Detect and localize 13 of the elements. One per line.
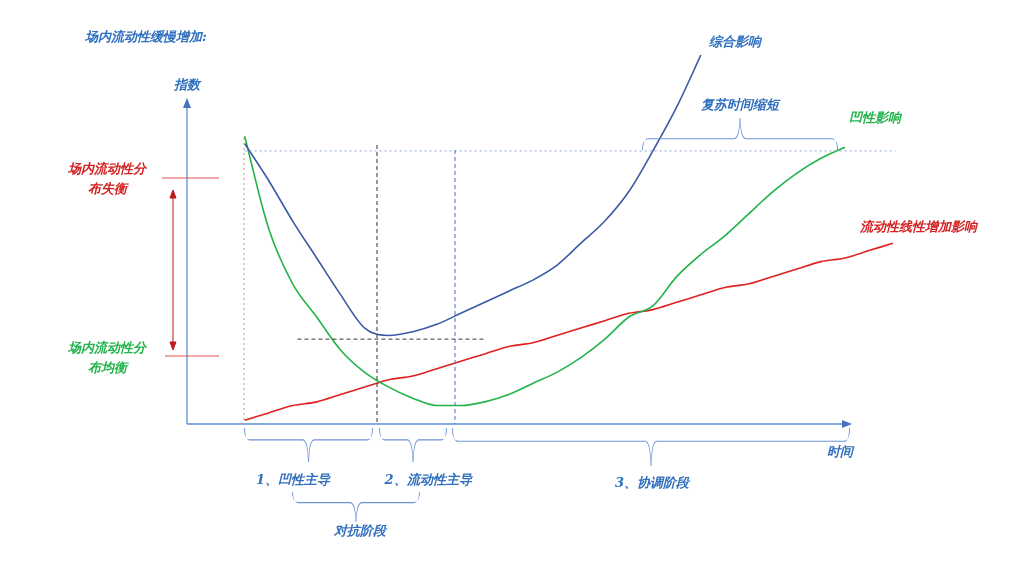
chart-title: 场内流动性缓慢增加: <box>84 29 207 45</box>
annotation: 复苏时间缩短 <box>701 97 781 113</box>
text: 3、协调阶段 <box>614 475 692 491</box>
series-label: 综合影响 <box>709 34 763 50</box>
x-axis-title: 时间 <box>827 444 855 460</box>
text: 场内流动性分布均衡 <box>67 340 148 376</box>
text: 1、凹性主导 <box>255 472 332 488</box>
series-label: 流动性线性增加影响 <box>858 219 979 235</box>
series-label: 凹性影响 <box>849 110 903 126</box>
text: 2、流动性主导 <box>383 472 473 488</box>
y-axis-title: 指数 <box>174 77 202 93</box>
text: 场内流动性分布失衡 <box>67 161 148 197</box>
text: 对抗阶段 <box>333 523 388 539</box>
